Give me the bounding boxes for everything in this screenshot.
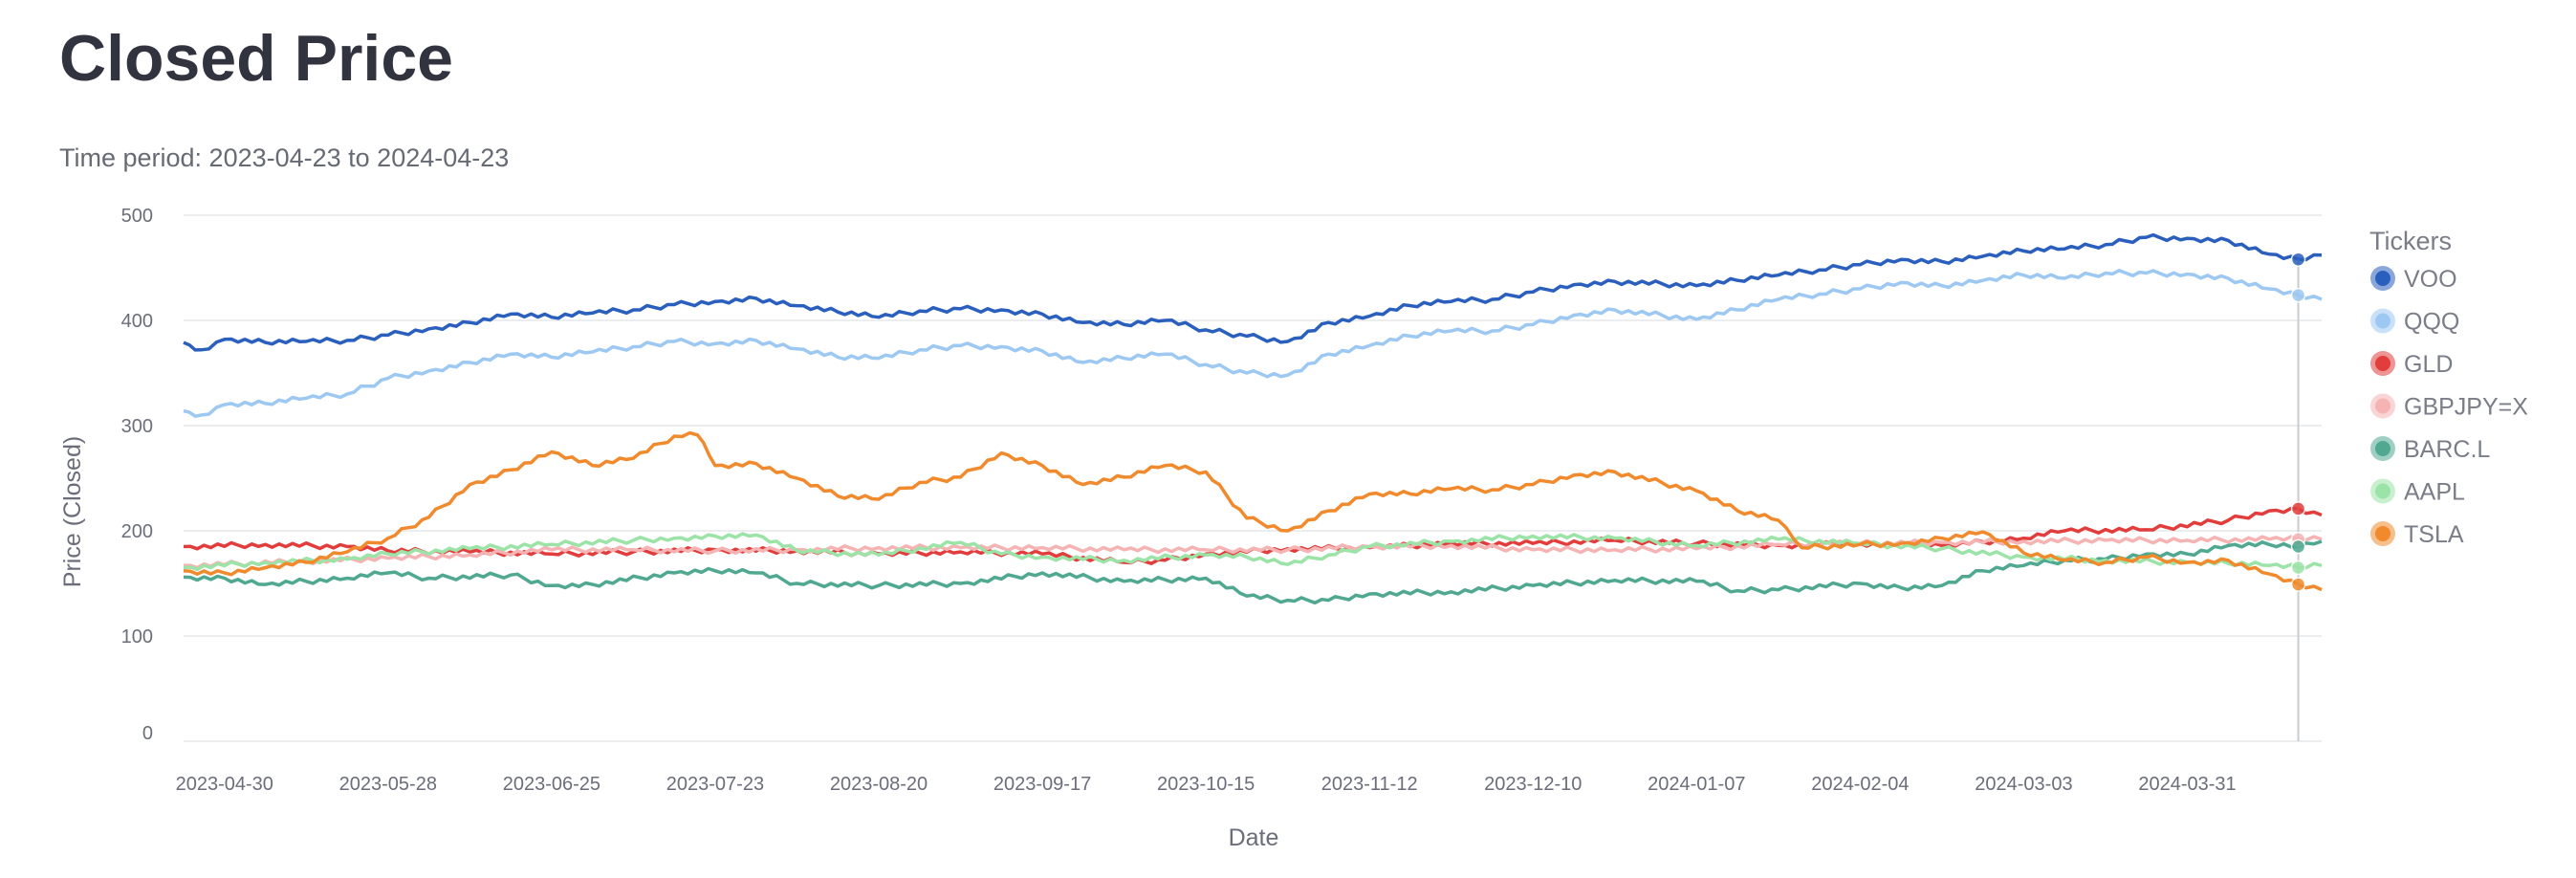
legend-item[interactable]: QQQ — [2370, 308, 2459, 336]
y-tick-label: 500 — [121, 206, 153, 227]
legend[interactable]: Tickers VOO QQQ GLD GBPJPY=X BARC.L AAPL TSLA — [2369, 227, 2528, 548]
legend-item[interactable]: TSLA — [2370, 521, 2464, 548]
x-tick-label: 2024-01-07 — [1648, 774, 1745, 795]
series-line-qqq[interactable] — [183, 269, 2323, 418]
x-tick-label: 2023-04-30 — [176, 774, 273, 795]
x-tick-label: 2023-07-23 — [666, 774, 764, 795]
hover-point — [2290, 577, 2306, 592]
legend-item[interactable]: BARC.L — [2370, 436, 2490, 463]
hover-point — [2290, 560, 2306, 576]
time-period-caption: Time period: 2023-04-23 to 2024-04-23 — [59, 143, 510, 172]
x-axis-ticks: 2023-04-30 2023-05-28 2023-06-25 2023-07-23… — [176, 774, 2237, 795]
x-tick-label: 2023-09-17 — [993, 774, 1091, 795]
legend-item[interactable]: VOO — [2370, 266, 2457, 293]
y-tick-label: 0 — [142, 723, 153, 744]
hover-point — [2290, 501, 2306, 516]
legend-swatch — [2375, 356, 2390, 371]
gridlines — [184, 214, 2322, 742]
x-tick-label: 2023-10-15 — [1157, 774, 1255, 795]
series-lines[interactable] — [183, 232, 2323, 605]
y-tick-label: 100 — [121, 626, 153, 648]
hover-markers — [2290, 252, 2306, 741]
x-tick-label: 2024-03-31 — [2138, 774, 2236, 795]
legend-title: Tickers — [2369, 227, 2452, 255]
legend-item[interactable]: GBPJPY=X — [2370, 393, 2528, 421]
x-tick-label: 2024-02-04 — [1811, 774, 1909, 795]
series-line-tsla[interactable] — [183, 430, 2323, 592]
legend-item[interactable]: GLD — [2370, 351, 2453, 378]
y-tick-label: 200 — [121, 521, 153, 542]
x-tick-label: 2023-08-20 — [830, 774, 928, 795]
legend-label: GLD — [2404, 351, 2453, 378]
legend-label: QQQ — [2404, 309, 2459, 336]
x-tick-label: 2024-03-03 — [1975, 774, 2072, 795]
x-tick-label: 2023-11-12 — [1321, 774, 1418, 795]
series-line-voo[interactable] — [183, 232, 2323, 352]
series-line-gbpjpy-x[interactable] — [183, 535, 2323, 570]
legend-label: VOO — [2404, 266, 2457, 293]
x-axis-title: Date — [1229, 824, 1279, 851]
legend-swatch — [2375, 271, 2390, 286]
series-line-barc-l[interactable] — [183, 539, 2323, 605]
legend-label: AAPL — [2404, 479, 2465, 506]
hover-point — [2290, 538, 2306, 555]
x-tick-label: 2023-12-10 — [1484, 774, 1582, 795]
legend-swatch — [2375, 441, 2390, 456]
series-line-aapl[interactable] — [183, 532, 2323, 572]
hover-point — [2290, 252, 2306, 267]
legend-label: BARC.L — [2404, 436, 2490, 463]
legend-swatch — [2375, 398, 2390, 414]
legend-swatch — [2375, 526, 2390, 541]
y-tick-label: 300 — [121, 416, 153, 437]
x-tick-label: 2023-05-28 — [339, 774, 437, 795]
y-axis-ticks: 0 100 200 300 400 500 — [121, 206, 153, 744]
legend-label: TSLA — [2404, 521, 2464, 548]
y-axis-title: Price (Closed) — [59, 436, 86, 587]
y-tick-label: 400 — [121, 311, 153, 332]
legend-swatch — [2375, 313, 2390, 329]
page-title: Closed Price — [59, 22, 453, 95]
legend-item[interactable]: AAPL — [2370, 478, 2465, 506]
hover-point — [2290, 287, 2306, 303]
x-tick-label: 2023-06-25 — [503, 774, 600, 795]
legend-swatch — [2375, 483, 2390, 499]
legend-label: GBPJPY=X — [2404, 394, 2528, 421]
